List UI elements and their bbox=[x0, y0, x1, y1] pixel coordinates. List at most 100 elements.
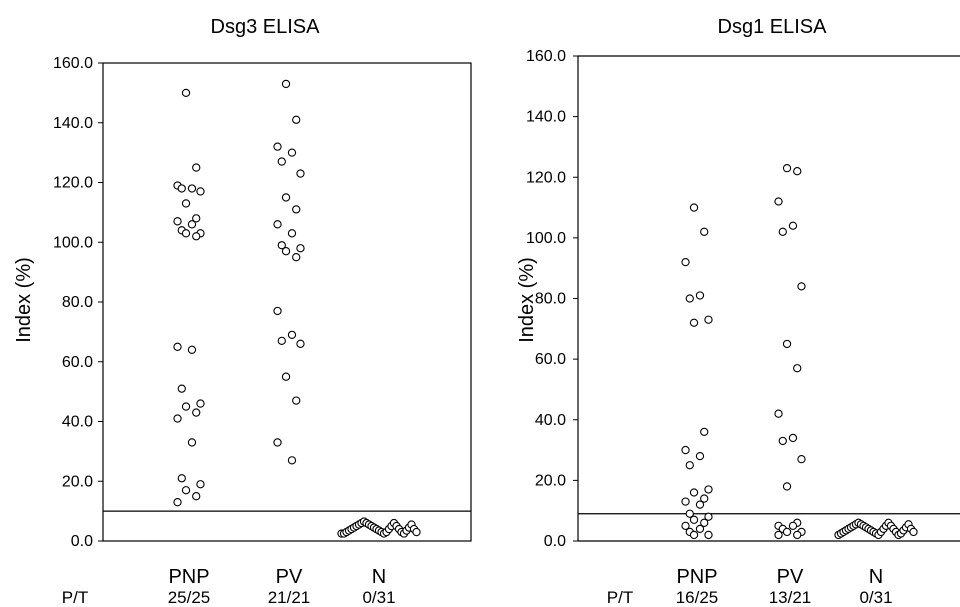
panel1-data-point-pv bbox=[296, 244, 305, 253]
panel2-category-label-pv: PV bbox=[777, 566, 804, 588]
panel1-y-tick-label: 140.0 bbox=[53, 115, 93, 132]
panel1-data-point-pv bbox=[292, 253, 301, 262]
panel1-y-tick-label: 160.0 bbox=[53, 55, 93, 72]
panel1-data-point-pv bbox=[277, 241, 286, 250]
panel1-data-point-pnp bbox=[196, 399, 205, 408]
panel2-data-point-pnp bbox=[681, 521, 690, 530]
panel1-ratio-label: 0/31 bbox=[362, 588, 395, 607]
panel2-data-point-pv bbox=[774, 530, 783, 540]
panel1-data-point-pnp bbox=[181, 486, 191, 495]
panel2-y-tick-label: 120.0 bbox=[526, 169, 566, 186]
panel2-data-point-pnp bbox=[689, 530, 699, 540]
panel2-data-point-pnp bbox=[681, 497, 690, 506]
panel2-data-point-pv bbox=[793, 364, 802, 373]
panel1-pt-label: P/T bbox=[62, 588, 88, 607]
panel2-data-point-pnp bbox=[689, 488, 699, 497]
panel1-ratio-label: 21/21 bbox=[268, 588, 311, 607]
panel1-data-point-pnp bbox=[187, 184, 197, 193]
panel2-data-point-pnp bbox=[685, 294, 694, 303]
panel2-data-point-pnp bbox=[689, 318, 699, 327]
panel1-data-point-pnp bbox=[192, 163, 201, 172]
panel2-data-point-pv bbox=[774, 197, 783, 206]
panel1-y-tick-label: 100.0 bbox=[53, 234, 93, 251]
panel1-data-point-pnp bbox=[181, 229, 191, 238]
panel1-data-point-pv bbox=[273, 142, 282, 151]
panel2-category-label-pnp: PNP bbox=[676, 566, 717, 588]
panel2-data-point-pnp bbox=[685, 509, 694, 518]
panel2-data-point-pv bbox=[774, 409, 783, 418]
panel2-y-tick-label: 100.0 bbox=[526, 230, 566, 247]
panel2-data-point-pnp bbox=[704, 530, 713, 540]
panel2-data-point-pnp bbox=[700, 494, 709, 503]
panel1-data-point-pnp bbox=[177, 384, 186, 393]
panel1-data-point-pv bbox=[277, 157, 286, 166]
panel2-data-point-pv bbox=[778, 227, 787, 236]
panel1-data-point-pnp bbox=[177, 474, 186, 483]
panel1-data-point-pnp bbox=[196, 480, 205, 489]
panel1-data-point-pnp bbox=[173, 414, 182, 423]
panel1-data-point-pnp bbox=[192, 492, 201, 501]
panel2-y-axis-label: Index (%) bbox=[516, 257, 538, 343]
panel1-data-point-pv bbox=[296, 169, 305, 178]
panel2-data-point-pnp bbox=[695, 451, 705, 461]
panel1-data-point-pnp bbox=[177, 184, 186, 193]
panel1-data-point-pnp bbox=[192, 214, 201, 223]
panel2-ratio-label: 13/21 bbox=[769, 588, 812, 607]
panel2-chart-title: Dsg1 ELISA bbox=[718, 16, 828, 38]
panel2-data-point-pv bbox=[778, 436, 787, 446]
panel2-ratio-label: 16/25 bbox=[676, 588, 719, 607]
panel1-data-point-pv bbox=[273, 306, 282, 316]
panel1-data-point-pv bbox=[287, 148, 297, 157]
panel1-data-point-pnp bbox=[192, 408, 201, 417]
panel2-data-point-pnp bbox=[689, 203, 699, 212]
panel1-y-axis-label: Index (%) bbox=[13, 257, 35, 343]
panel2-data-point-pv bbox=[793, 167, 802, 176]
panel1-data-point-pv bbox=[287, 229, 297, 238]
panel2-y-tick-label: 140.0 bbox=[526, 109, 566, 126]
panel2-data-point-pnp bbox=[704, 315, 713, 324]
panel2-y-tick-label: 160.0 bbox=[526, 48, 566, 65]
panel1-ratio-label: 25/25 bbox=[168, 588, 211, 607]
panel2-y-tick-label: 20.0 bbox=[535, 472, 566, 489]
panel1-data-point-pv bbox=[281, 247, 291, 256]
panel2-data-point-pv bbox=[782, 164, 792, 173]
panel1-data-point-pv bbox=[281, 372, 291, 381]
panel2-data-point-pnp bbox=[689, 515, 699, 524]
panel1-category-label-n: N bbox=[372, 566, 386, 588]
panel1-data-point-pv bbox=[292, 205, 301, 214]
panel1-y-tick-label: 60.0 bbox=[62, 354, 93, 371]
panel1-category-label-pv: PV bbox=[276, 566, 303, 588]
panel2-data-point-pv bbox=[782, 482, 792, 491]
panel1-data-point-pnp bbox=[181, 402, 191, 411]
panel2-data-point-pnp bbox=[695, 524, 705, 534]
panel1-data-point-pv bbox=[273, 438, 282, 447]
panel1-data-point-pnp bbox=[187, 438, 197, 447]
panel1-data-point-pnp bbox=[173, 498, 182, 507]
panel2-data-point-pnp bbox=[704, 512, 713, 521]
panel2-y-tick-label: 60.0 bbox=[535, 351, 566, 368]
panel2-data-point-pnp bbox=[695, 500, 705, 509]
panel1-data-point-n bbox=[412, 527, 421, 537]
panel2-data-point-pv bbox=[797, 282, 806, 291]
panel2-data-point-pv bbox=[782, 339, 792, 349]
panel2-data-point-pnp bbox=[700, 227, 709, 236]
panel1-plot-frame bbox=[102, 62, 472, 542]
panel2-data-point-pnp bbox=[685, 461, 694, 470]
panel1-data-point-pnp bbox=[187, 220, 197, 229]
panel2-data-point-pv bbox=[788, 521, 798, 530]
panel1-y-tick-label: 0.0 bbox=[71, 533, 93, 550]
panel2-pt-label: P/T bbox=[607, 588, 633, 607]
panel2-data-point-pnp bbox=[700, 427, 709, 437]
panel2-y-tick-label: 0.0 bbox=[544, 533, 566, 550]
panel1-category-label-pnp: PNP bbox=[168, 566, 209, 588]
panel1-data-point-pv bbox=[287, 330, 297, 340]
panel2-data-point-pv bbox=[797, 455, 806, 464]
panel1-y-tick-label: 120.0 bbox=[53, 175, 93, 192]
panel1-data-point-pnp bbox=[192, 232, 201, 241]
panel2-data-point-pnp bbox=[695, 291, 705, 300]
panel2-category-label-n: N bbox=[869, 566, 883, 588]
panel2-data-point-pnp bbox=[681, 257, 690, 267]
panel2-ratio-label: 0/31 bbox=[859, 588, 892, 607]
panel1-data-point-pnp bbox=[173, 217, 182, 226]
